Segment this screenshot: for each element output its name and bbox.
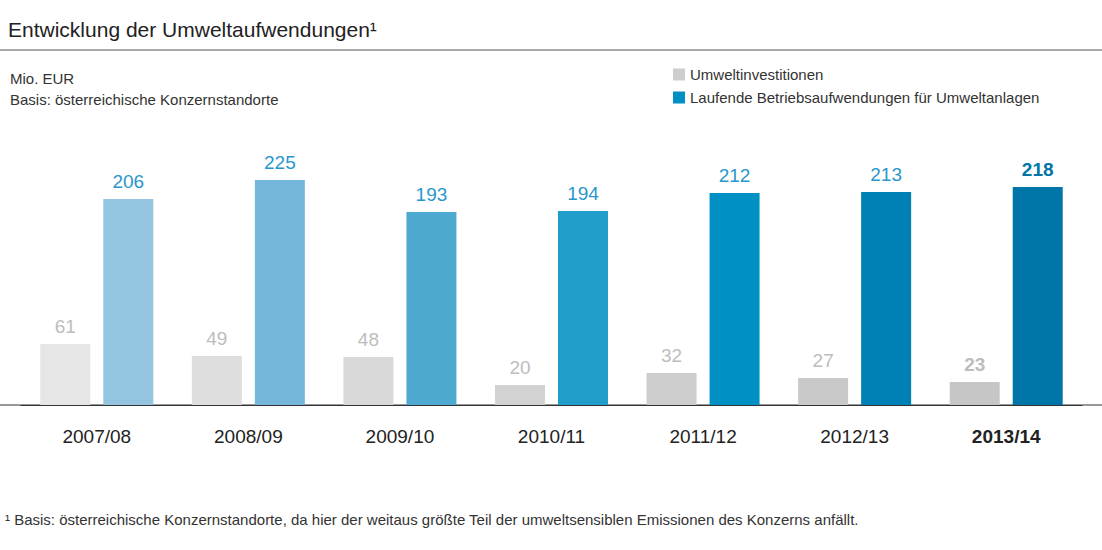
- svg-text:Entwicklung der Umweltaufwendu: Entwicklung der Umweltaufwendungen¹: [8, 18, 377, 41]
- svg-text:213: 213: [870, 164, 902, 185]
- svg-text:27: 27: [813, 350, 834, 371]
- svg-text:32: 32: [661, 345, 682, 366]
- svg-text:225: 225: [264, 152, 296, 173]
- svg-text:2013/14: 2013/14: [972, 426, 1041, 447]
- svg-text:2010/11: 2010/11: [518, 426, 585, 447]
- svg-text:Mio. EUR: Mio. EUR: [10, 70, 74, 87]
- svg-text:2011/12: 2011/12: [669, 426, 736, 447]
- svg-text:206: 206: [112, 171, 144, 192]
- svg-text:Umweltinvestitionen: Umweltinvestitionen: [690, 66, 823, 83]
- svg-text:¹ Basis: österreichische Konze: ¹ Basis: österreichische Konzernstandort…: [5, 511, 858, 528]
- svg-text:2009/10: 2009/10: [366, 426, 435, 447]
- svg-text:Basis: österreichische Konzern: Basis: österreichische Konzernstandorte: [10, 91, 278, 108]
- svg-text:193: 193: [416, 184, 448, 205]
- svg-text:2012/13: 2012/13: [820, 426, 889, 447]
- svg-text:212: 212: [719, 165, 751, 186]
- svg-text:61: 61: [55, 316, 76, 337]
- svg-text:20: 20: [509, 357, 530, 378]
- svg-text:218: 218: [1022, 159, 1054, 180]
- svg-text:23: 23: [964, 354, 985, 375]
- svg-text:2008/09: 2008/09: [214, 426, 283, 447]
- svg-text:48: 48: [358, 329, 379, 350]
- svg-text:2007/08: 2007/08: [62, 426, 131, 447]
- svg-text:Laufende Betriebsaufwendungen: Laufende Betriebsaufwendungen für Umwelt…: [690, 89, 1039, 106]
- svg-text:194: 194: [567, 183, 599, 204]
- svg-text:49: 49: [206, 328, 227, 349]
